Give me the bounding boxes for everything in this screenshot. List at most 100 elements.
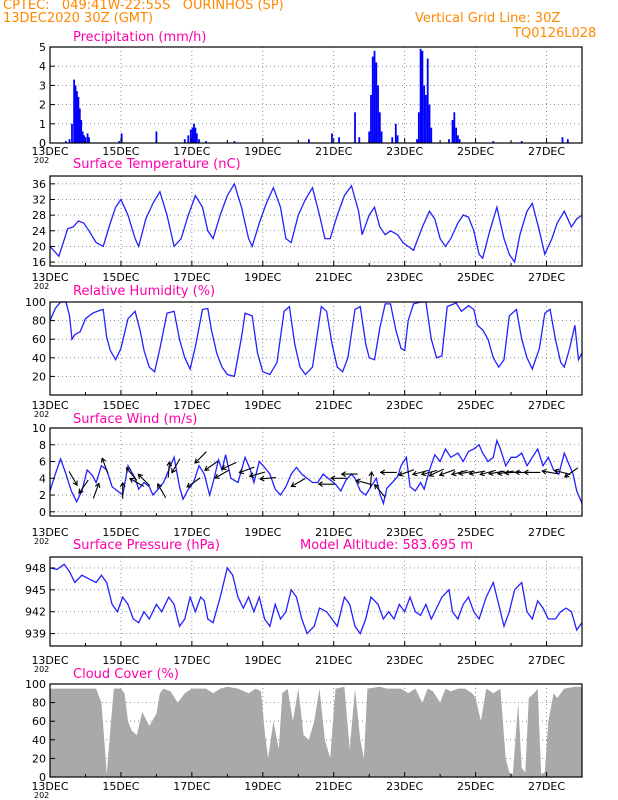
- series-line: [49, 301, 583, 378]
- precip-bar: [71, 123, 73, 143]
- x-tick-label: 25DEC: [457, 399, 494, 412]
- wind-arrow: [541, 468, 559, 475]
- wind-arrow: [220, 461, 237, 471]
- y-tick-label: 948: [25, 562, 46, 575]
- panel-4: [49, 427, 583, 517]
- x-tick-label: 13DEC: [31, 654, 68, 667]
- precip-bar: [354, 112, 356, 143]
- header-grid-line: Vertical Grid Line: 30Z: [415, 11, 561, 26]
- y-tick-label: 80: [32, 697, 46, 710]
- x-tick-label: 15DEC: [102, 145, 139, 158]
- y-tick-label: 4: [39, 60, 46, 73]
- precip-bar: [83, 135, 85, 143]
- precip-bar: [198, 139, 200, 143]
- panel-6: [49, 683, 583, 778]
- precip-bar: [120, 133, 123, 143]
- header-code: TQ0126L028: [513, 26, 597, 41]
- x-year-label-cut: 202: [34, 791, 49, 800]
- x-tick-label: 19DEC: [244, 399, 281, 412]
- y-tick-label: 60: [32, 715, 46, 728]
- wind-arrow: [374, 483, 386, 498]
- y-tick-label: 60: [32, 333, 46, 346]
- x-tick-label: 23DEC: [386, 271, 423, 284]
- panel-5: [49, 556, 583, 647]
- precip-bar: [183, 139, 186, 143]
- wind-arrow: [355, 478, 372, 486]
- wind-arrow: [290, 477, 306, 488]
- x-tick-label: 15DEC: [102, 654, 139, 667]
- precip-bar: [187, 135, 190, 143]
- precip-bar: [88, 137, 90, 143]
- y-tick-label: 8: [39, 439, 46, 452]
- panel-frame: [49, 46, 583, 144]
- x-tick-label: 25DEC: [457, 145, 494, 158]
- y-tick-label: 40: [32, 734, 46, 747]
- precip-bar: [370, 95, 372, 143]
- y-tick-label: 0: [39, 137, 46, 150]
- y-tick-label: 945: [25, 584, 46, 597]
- precip-bar: [118, 141, 121, 143]
- precip-bar: [566, 139, 569, 143]
- panel-3: [49, 301, 583, 396]
- x-tick-label: 17DEC: [173, 654, 210, 667]
- panel-title: Surface Wind (m/s): [73, 412, 197, 427]
- wind-arrow: [563, 467, 579, 478]
- precip-bar: [378, 112, 381, 143]
- wind-arrow: [397, 469, 415, 477]
- x-tick-label: 27DEC: [528, 271, 565, 284]
- precip-bar: [426, 58, 429, 143]
- y-tick-label: 20: [32, 752, 46, 765]
- x-tick-label: 21DEC: [315, 271, 352, 284]
- series-line: [49, 563, 583, 635]
- y-tick-label: 0: [39, 506, 46, 519]
- panel-1: [49, 46, 583, 144]
- wind-arrow: [214, 469, 230, 479]
- precip-bar: [425, 95, 427, 143]
- x-tick-label: 13DEC: [31, 526, 68, 539]
- x-year-label-cut: 202: [34, 665, 49, 674]
- panel-title: Relative Humidity (%): [73, 284, 215, 299]
- wind-arrow: [259, 475, 277, 482]
- precip-bar: [456, 135, 459, 143]
- y-tick-label: 1: [39, 118, 46, 131]
- precip-bar: [86, 133, 89, 143]
- precip-bar: [233, 141, 236, 143]
- x-year-label-cut: 202: [34, 282, 49, 291]
- x-tick-label: 15DEC: [102, 399, 139, 412]
- precip-bar: [448, 139, 450, 143]
- wind-arrow: [340, 471, 358, 477]
- x-year-label-cut: 202: [34, 410, 49, 419]
- precip-bar: [205, 141, 207, 143]
- precip-bar: [375, 62, 378, 143]
- y-tick-label: 20: [32, 370, 46, 383]
- x-tick-label: 13DEC: [31, 271, 68, 284]
- wind-arrow: [428, 468, 445, 477]
- x-year-label-cut: 202: [34, 537, 49, 546]
- x-tick-label: 13DEC: [31, 145, 68, 158]
- x-tick-label: 21DEC: [315, 780, 352, 793]
- y-tick-label: 4: [39, 472, 46, 485]
- x-tick-label: 15DEC: [102, 780, 139, 793]
- precip-bar: [417, 112, 420, 143]
- x-tick-label: 25DEC: [457, 271, 494, 284]
- x-tick-label: 21DEC: [315, 526, 352, 539]
- panel-frame: [49, 301, 583, 396]
- wind-arrow: [186, 477, 201, 488]
- x-tick-label: 27DEC: [528, 780, 565, 793]
- x-tick-label: 13DEC: [31, 780, 68, 793]
- y-tick-label: 942: [25, 606, 46, 619]
- wind-arrow: [171, 458, 181, 474]
- precip-bar: [430, 127, 433, 143]
- wind-arrow: [125, 467, 138, 481]
- panel-annotation: Model Altitude: 583.695 m: [300, 538, 473, 553]
- precip-bar: [371, 56, 374, 143]
- precip-bar: [308, 139, 310, 143]
- x-tick-label: 21DEC: [315, 654, 352, 667]
- wind-arrow: [523, 469, 541, 476]
- x-tick-label: 13DEC: [31, 399, 68, 412]
- y-tick-label: 28: [32, 209, 46, 222]
- precip-bar: [193, 123, 195, 143]
- x-tick-label: 23DEC: [386, 526, 423, 539]
- precip-bar: [195, 133, 198, 143]
- wind-arrow: [92, 482, 101, 499]
